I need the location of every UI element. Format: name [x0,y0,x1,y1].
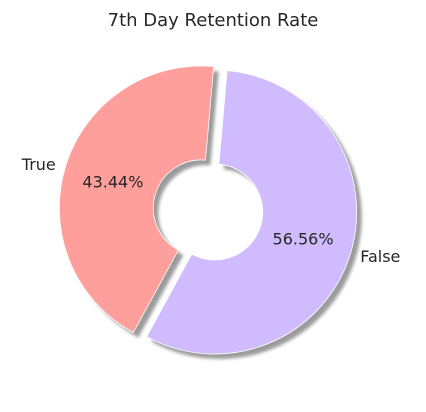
slice-true [58,65,215,334]
pct-label-false: 56.56% [273,230,334,249]
slice-false [146,70,358,355]
category-label-false: False [360,247,400,266]
pct-label-true: 43.44% [82,172,143,191]
slice-labels: 43.44% True 56.56% False [21,155,401,266]
slices [58,65,358,355]
category-label-true: True [21,155,56,174]
chart-title: 7th Day Retention Rate [108,10,319,31]
